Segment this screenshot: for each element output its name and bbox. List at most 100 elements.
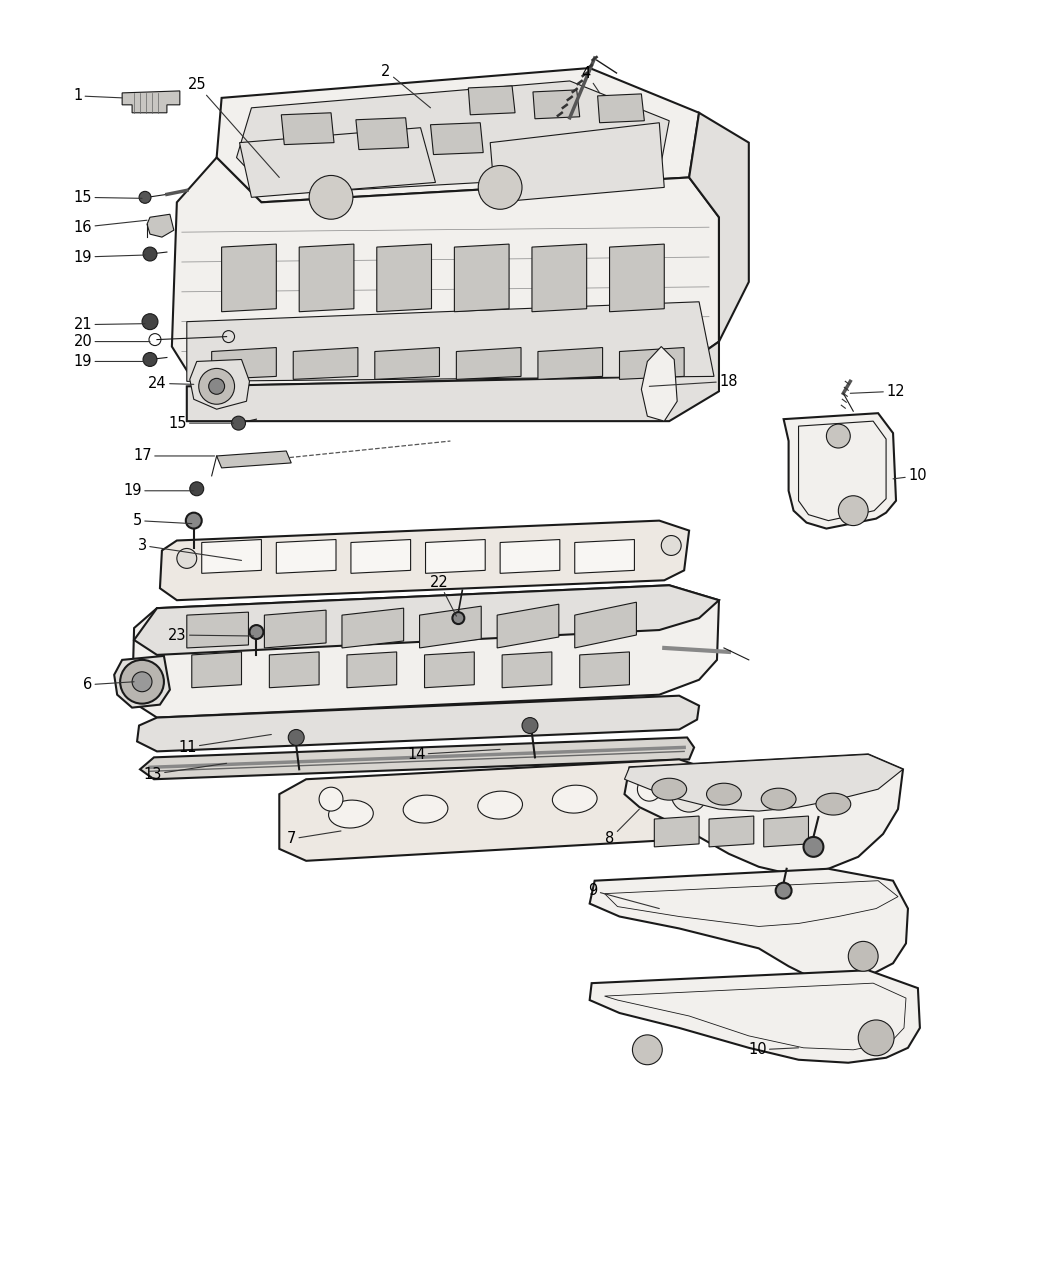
Text: 19: 19 [74,354,144,369]
Circle shape [858,1020,894,1056]
Text: 16: 16 [74,219,147,234]
Polygon shape [532,245,587,312]
Polygon shape [597,94,645,122]
Polygon shape [212,348,276,380]
Polygon shape [580,652,629,688]
Polygon shape [114,656,170,707]
Text: 15: 15 [168,415,233,431]
Polygon shape [351,539,411,573]
Polygon shape [533,90,580,118]
Polygon shape [187,341,719,422]
Circle shape [232,417,246,431]
Polygon shape [281,113,334,145]
Text: 20: 20 [74,334,150,349]
Polygon shape [689,113,749,341]
Polygon shape [574,539,634,573]
Polygon shape [265,610,327,648]
Polygon shape [468,85,516,115]
Ellipse shape [329,800,374,828]
Circle shape [848,941,878,971]
Circle shape [453,612,464,624]
Circle shape [662,535,681,555]
Polygon shape [147,214,174,237]
Polygon shape [625,754,903,812]
Ellipse shape [403,795,448,823]
Circle shape [142,313,157,330]
Ellipse shape [816,794,850,815]
Polygon shape [134,585,719,655]
Text: 8: 8 [605,809,639,846]
Polygon shape [216,68,699,203]
Circle shape [803,837,823,857]
Polygon shape [424,652,475,688]
Ellipse shape [652,778,687,800]
Polygon shape [457,348,521,380]
Polygon shape [187,612,249,648]
Text: 10: 10 [748,1042,799,1057]
Polygon shape [172,158,719,386]
Circle shape [132,671,152,692]
Polygon shape [222,245,276,312]
Polygon shape [192,652,242,688]
Ellipse shape [761,789,796,810]
Polygon shape [455,245,509,312]
Polygon shape [122,90,180,113]
Polygon shape [132,585,719,717]
Polygon shape [430,122,483,154]
Polygon shape [190,359,250,409]
Polygon shape [642,347,677,422]
Polygon shape [574,603,636,648]
Ellipse shape [478,791,523,819]
Polygon shape [276,539,336,573]
Polygon shape [160,521,689,600]
Polygon shape [356,117,408,149]
Circle shape [176,549,196,568]
Text: 23: 23 [168,628,253,642]
Polygon shape [763,817,809,847]
Circle shape [637,777,662,801]
Polygon shape [497,604,559,648]
Text: 25: 25 [188,78,279,177]
Circle shape [632,1034,663,1065]
Polygon shape [375,348,440,380]
Circle shape [120,660,164,703]
Text: 4: 4 [582,65,600,93]
Text: 12: 12 [850,383,905,399]
Text: 7: 7 [287,831,341,846]
Text: 1: 1 [74,88,122,103]
Polygon shape [425,539,485,573]
Polygon shape [187,302,714,381]
Polygon shape [342,608,403,648]
Polygon shape [216,451,291,468]
Polygon shape [625,754,903,874]
Circle shape [478,166,522,209]
Polygon shape [236,82,669,195]
Circle shape [250,626,264,640]
Ellipse shape [707,784,741,805]
Polygon shape [299,245,354,312]
Text: 14: 14 [407,747,500,762]
Polygon shape [502,652,552,688]
Circle shape [198,368,234,404]
Circle shape [776,883,792,898]
Polygon shape [610,245,665,312]
Circle shape [143,247,156,261]
Polygon shape [783,413,896,529]
Circle shape [209,378,225,394]
Polygon shape [538,348,603,380]
Text: 10: 10 [894,469,926,483]
Polygon shape [279,759,723,861]
Polygon shape [500,539,560,573]
Polygon shape [490,122,665,203]
Text: 13: 13 [144,763,227,782]
Polygon shape [654,817,699,847]
Polygon shape [620,348,685,380]
Text: 2: 2 [381,64,430,108]
Text: 24: 24 [148,376,194,391]
Polygon shape [346,652,397,688]
Text: 22: 22 [429,575,457,617]
Circle shape [826,424,850,448]
Polygon shape [202,539,261,573]
Text: 11: 11 [178,735,271,755]
Circle shape [186,512,202,529]
